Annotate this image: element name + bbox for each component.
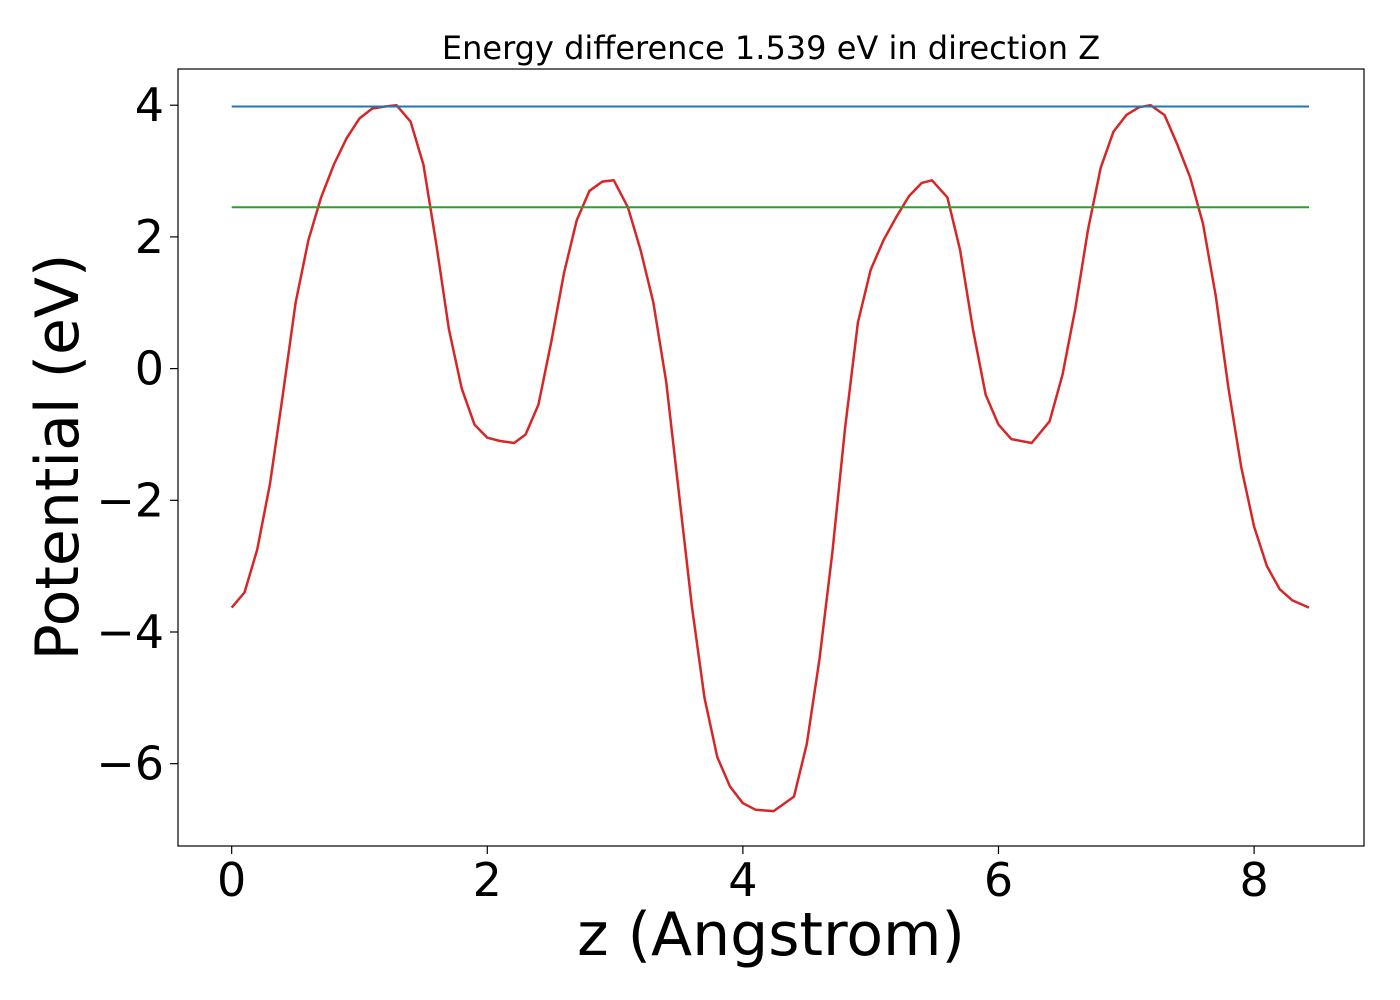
plot-frame (177, 68, 1365, 847)
x-tick-label: 6 (984, 853, 1013, 907)
y-tick-label: 2 (135, 210, 164, 264)
x-tick-label: 2 (473, 853, 502, 907)
y-tick-label: 0 (135, 342, 164, 396)
x-axis-label: z (Angstrom) (577, 900, 965, 970)
y-axis-label: Potential (eV) (23, 254, 93, 661)
chart-title: Energy difference 1.539 eV in direction … (442, 29, 1100, 67)
plot-area (230, 103, 1310, 813)
y-axis: −6 −4 −2 0 2 4 (96, 78, 178, 791)
series-line-potential-curve (230, 103, 1310, 813)
y-tick-label: −4 (96, 605, 164, 659)
y-tick-label: −6 (96, 737, 164, 791)
x-tick-label: 0 (217, 853, 246, 907)
y-tick-label: −2 (96, 473, 164, 527)
x-tick-label: 8 (1239, 853, 1268, 907)
x-tick-label: 4 (728, 853, 757, 907)
y-tick-label: 4 (135, 78, 164, 132)
x-axis: 0 2 4 6 8 (217, 846, 1269, 907)
